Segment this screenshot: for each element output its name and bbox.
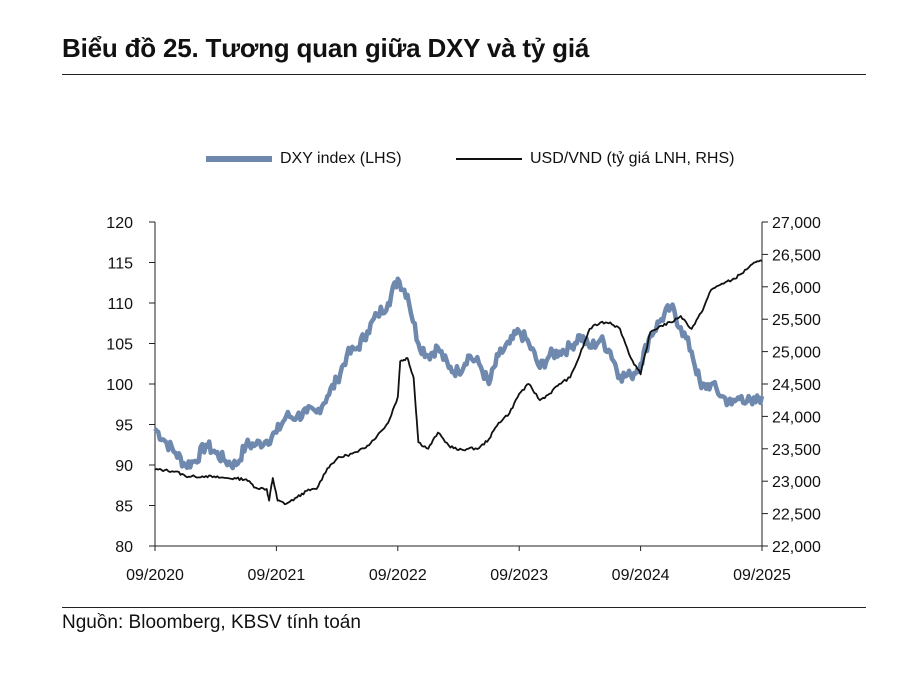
x-tick-label: 09/2020: [126, 567, 184, 584]
x-tick-label: 09/2024: [612, 567, 670, 584]
left-tick-label: 80: [115, 539, 133, 556]
left-tick-label: 100: [106, 377, 133, 394]
right-tick-label: 25,000: [772, 345, 821, 362]
right-tick-label: 25,500: [772, 312, 821, 329]
legend-item-usdvnd: USD/VND (tỷ giá LNH, RHS): [456, 150, 734, 168]
legend-swatch-dxy: [206, 156, 272, 162]
right-tick-label: 22,000: [772, 539, 821, 556]
left-tick-label: 110: [107, 296, 133, 313]
right-tick-label: 23,500: [772, 442, 821, 459]
x-tick-label: 09/2023: [490, 567, 548, 584]
right-tick-label: 24,500: [772, 377, 821, 394]
legend-swatch-usdvnd: [456, 158, 522, 160]
right-tick-label: 23,000: [772, 474, 821, 491]
right-tick-label: 27,000: [772, 215, 821, 232]
left-tick-label: 85: [115, 499, 133, 516]
left-tick-label: 95: [115, 418, 133, 435]
chart-title: Biểu đồ 25. Tương quan giữa DXY và tỷ gi…: [62, 33, 590, 63]
legend-label-dxy: DXY index (LHS): [280, 150, 402, 167]
left-tick-label: 115: [107, 256, 133, 273]
right-tick-label: 26,000: [772, 280, 821, 297]
x-tick-label: 09/2021: [247, 567, 305, 584]
left-tick-label: 90: [115, 458, 133, 475]
title-underline: [62, 74, 866, 75]
x-tick-label: 09/2025: [733, 567, 791, 584]
x-tick-label: 09/2022: [369, 567, 427, 584]
source-note: Nguồn: Bloomberg, KBSV tính toán: [62, 612, 361, 633]
source-separator: [62, 607, 866, 608]
series-line-usdvnd: [154, 259, 763, 506]
legend-label-usdvnd: USD/VND (tỷ giá LNH, RHS): [530, 150, 735, 167]
legend-item-dxy: DXY index (LHS): [206, 150, 402, 168]
right-tick-label: 22,500: [772, 507, 821, 524]
right-tick-label: 26,500: [772, 247, 821, 264]
left-tick-label: 105: [106, 337, 133, 354]
legend: DXY index (LHS) USD/VND (tỷ giá LNH, RHS…: [0, 150, 914, 176]
left-tick-label: 120: [106, 215, 133, 232]
right-tick-label: 24,000: [772, 409, 821, 426]
series-line-dxy: [153, 276, 765, 471]
